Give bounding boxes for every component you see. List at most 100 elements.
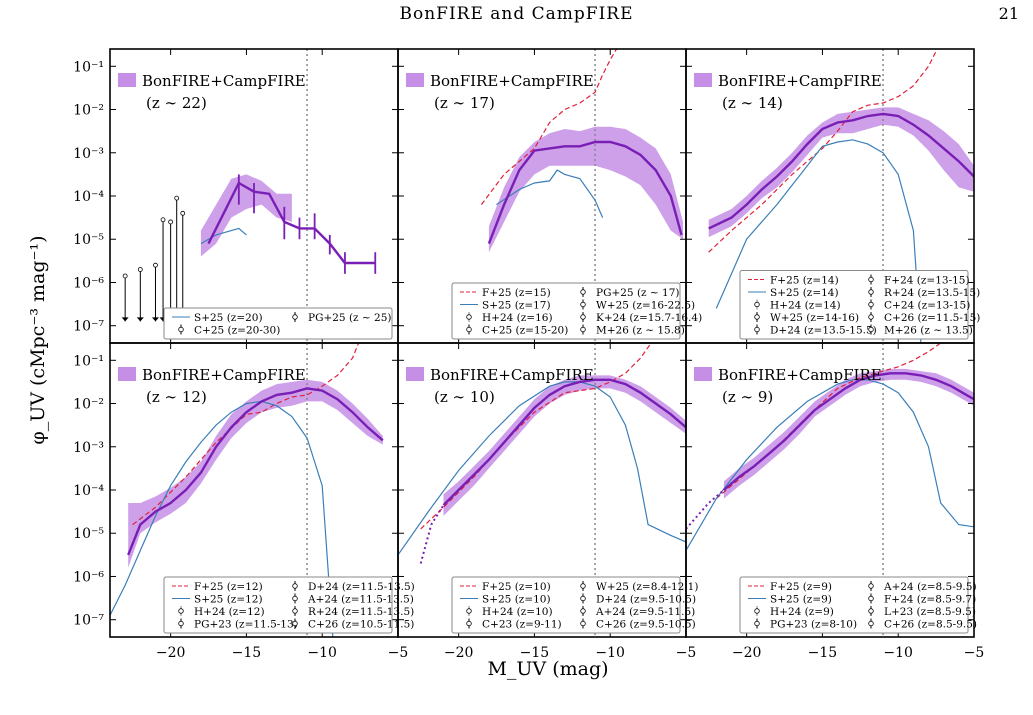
panel-z-17: BonFIRE+CampFIRE (z ∼ 17) F+25 (z=15) PG+25… [397, 48, 702, 344]
legend-entry: C+26 (z=8.5-9.5) [884, 619, 977, 631]
panel-z-22: BonFIRE+CampFIRE (z ∼ 22) S+25 (z=20) PG+25… [73, 48, 399, 344]
legend-marker [178, 326, 184, 333]
legend-entry: H+24 (z=14) [770, 300, 841, 312]
legend-marker [754, 608, 760, 614]
model-median-line [207, 181, 376, 265]
y-tick-label: 10⁻⁵ [73, 232, 104, 248]
panel-z-9: BonFIRE+CampFIRE (z ∼ 9) F+25 (z=9) A+24 (z… [685, 342, 985, 661]
panel-title: BonFIRE+CampFIRE [142, 366, 306, 384]
y-tick-label: 10⁻⁵ [73, 526, 104, 542]
y-tick-label: 10⁻² [73, 397, 104, 413]
legend-marker [466, 608, 472, 614]
legend-entry: A+24 (z=11.5-13.5) [307, 594, 414, 606]
y-tick-label: 10⁻² [73, 103, 104, 119]
legend-marker [580, 301, 586, 308]
y-axis-label: φ_UV (cMpc⁻³ mag⁻¹) [27, 235, 49, 444]
upper-limit-arrow [121, 317, 129, 322]
model-band [488, 126, 683, 253]
legend-entry: C+25 (z=20-30) [194, 325, 280, 337]
legend-entry: D+24 (z=9.5-10.5) [596, 594, 696, 606]
model-band [723, 368, 974, 499]
legend-entry: F+24 (z=8.5-9.7) [884, 594, 976, 606]
y-tick-label: 10⁻⁴ [73, 483, 104, 499]
running-title: BonFIRE and CampFIRE [399, 4, 634, 24]
y-tick-label: 10⁻⁶ [73, 569, 104, 585]
legend-marker [580, 608, 586, 614]
legend-entry: K+24 (z=15.7-16.4) [596, 312, 702, 324]
model-median-line [487, 140, 683, 245]
legend-marker [292, 314, 298, 320]
legend-entry: F+25 (z=15) [482, 287, 551, 299]
uv-luminosity-function-figure: BonFIRE+CampFIRE (z ∼ 22) S+25 (z=20) PG+25… [27, 48, 985, 680]
plot-area [121, 49, 377, 343]
legend-marker [754, 326, 760, 333]
legend-marker [292, 583, 298, 589]
y-tick-label: 10⁻¹ [73, 353, 104, 369]
data-point [122, 273, 128, 279]
curve-dashed [480, 49, 618, 205]
panel-title: BonFIRE+CampFIRE [142, 72, 306, 90]
legend-entry: D+24 (z=13.5-15.5) [770, 325, 877, 337]
legend-marker [466, 620, 472, 627]
legend-entry: C+26 (z=9.5-10.5) [596, 619, 696, 631]
legend-marker [754, 620, 760, 627]
data-legend-box [451, 576, 681, 634]
legend-marker [868, 326, 874, 333]
legend-marker [868, 583, 874, 589]
x-tick-label: −10 [595, 645, 625, 661]
legend-marker [868, 620, 874, 627]
model-extrapolation [419, 504, 445, 564]
legend-entry: PG+25 (z ∼ 17) [596, 287, 680, 299]
data-legend-box [739, 270, 969, 340]
model-band [708, 107, 974, 238]
x-tick-label: −5 [676, 645, 697, 661]
curve-blue [110, 400, 334, 637]
legend-marker [754, 301, 760, 308]
data-legend-box [163, 576, 393, 634]
x-tick-label: −5 [964, 645, 985, 661]
x-tick-label: −20 [732, 645, 762, 661]
y-tick-label: 10⁻⁴ [73, 189, 104, 205]
caption-fragment [0, 692, 1033, 715]
curve-blue [715, 139, 922, 343]
data-point [137, 267, 143, 272]
legend-entry: S+25 (z=9) [770, 594, 832, 606]
data-legend-box [451, 282, 681, 340]
curve-dashed [420, 343, 652, 530]
legend-marker [754, 314, 760, 320]
legend-marker [466, 326, 472, 333]
page-number: 21 [998, 4, 1019, 23]
model-legend-swatch [118, 73, 136, 87]
x-tick-label: −20 [156, 645, 186, 661]
legend-entry: C+23 (z=9-11) [482, 619, 562, 631]
model-band [128, 379, 383, 568]
x-tick-label: −10 [883, 645, 913, 661]
model-median-line [708, 112, 974, 230]
legend-marker [292, 595, 298, 602]
legend-entry: F+25 (z=10) [482, 581, 551, 593]
legend-entry: D+24 (z=11.5-13.5) [308, 581, 415, 593]
legend-entry: PG+23 (z=11.5-13) [194, 619, 298, 631]
panel-redshift-label: (z ∼ 14) [722, 94, 783, 112]
legend-entry: PG+25 (z ∼ 25) [308, 312, 392, 324]
panel-redshift-label: (z ∼ 17) [434, 94, 495, 112]
curve-dashed [132, 343, 360, 526]
panel-title: BonFIRE+CampFIRE [718, 366, 882, 384]
model-legend-swatch [694, 367, 712, 381]
legend-marker [292, 608, 298, 614]
legend-marker [580, 326, 586, 333]
legend-entry: PG+23 (z=8-10) [770, 619, 857, 631]
panel-redshift-label: (z ∼ 22) [146, 94, 207, 112]
x-tick-label: −10 [307, 645, 337, 661]
legend-marker [868, 276, 874, 283]
legend-marker [580, 314, 586, 320]
panel-z-14: BonFIRE+CampFIRE (z ∼ 14) F+25 (z=14) F+24 … [685, 48, 980, 344]
x-tick-label: −5 [388, 645, 409, 661]
legend-marker [580, 595, 586, 602]
model-median-line [442, 378, 686, 506]
model-legend-swatch [694, 73, 712, 87]
panel-title: BonFIRE+CampFIRE [430, 366, 594, 384]
legend-entry: S+25 (z=12) [194, 594, 263, 606]
x-axis-label: M_UV (mag) [487, 658, 608, 680]
legend-entry: H+24 (z=10) [482, 606, 553, 618]
